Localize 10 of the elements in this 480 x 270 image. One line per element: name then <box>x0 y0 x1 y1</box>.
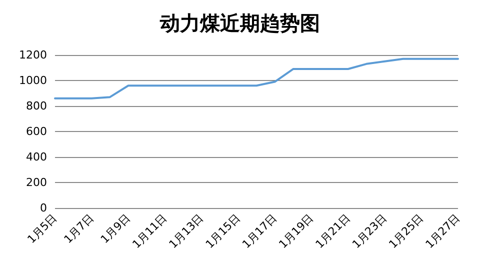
x-tick-label: 1月7日 <box>62 211 96 246</box>
y-tick-label: 600 <box>26 125 47 138</box>
y-tick-label: 1200 <box>19 48 47 62</box>
line-series <box>54 58 459 100</box>
x-tick-label: 1月27日 <box>423 211 463 251</box>
y-tick-label: 400 <box>26 150 47 164</box>
y-tick-label: 800 <box>26 100 47 112</box>
y-tick-label: 200 <box>26 176 47 189</box>
y-tick-label: 1000 <box>19 74 47 87</box>
chart-title: 动力煤近期趋势图 <box>159 11 320 35</box>
